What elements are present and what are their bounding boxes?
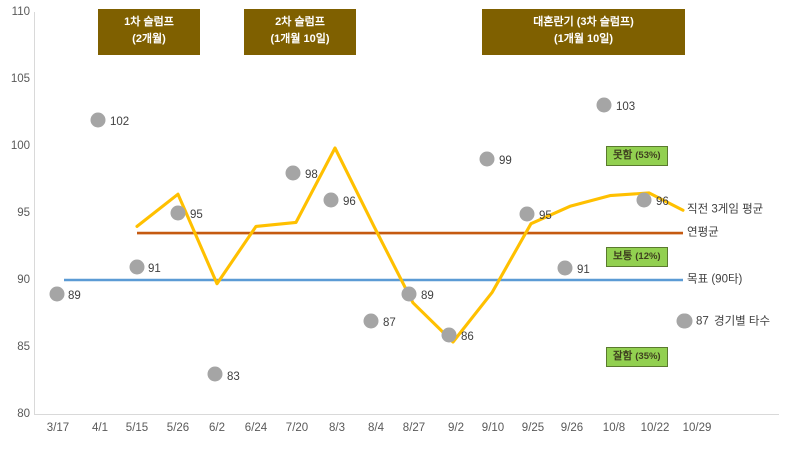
scatter-dot-label: 91 — [148, 263, 161, 275]
scatter-dot-label: 86 — [461, 331, 474, 343]
scatter-dot-label: 96 — [656, 196, 669, 208]
x-tick-9: 8/27 — [402, 422, 426, 434]
x-tick-10: 9/2 — [448, 422, 464, 434]
badge-average: 보통 (12%) — [606, 247, 668, 267]
scatter-dot-label: 89 — [68, 290, 81, 302]
x-tick-15: 10/22 — [640, 422, 670, 434]
phase-box-2-line2: (1개월 10일) — [270, 33, 330, 45]
x-tick-0: 3/17 — [46, 422, 70, 434]
scatter-dot-label: 102 — [110, 116, 130, 128]
x-tick-13: 9/26 — [560, 422, 584, 434]
scatter-dot — [49, 286, 65, 302]
badge-good-pct: (35%) — [635, 351, 661, 362]
legend-label-scatter: 경기별 타수 — [714, 315, 771, 328]
phase-box-1-line1: 1차 슬럼프 — [124, 16, 174, 28]
badge-bad: 못함 (53%) — [606, 146, 668, 166]
x-tick-4: 6/2 — [209, 422, 225, 434]
y-tick-105: 105 — [10, 73, 30, 85]
phase-box-2: 2차 슬럼프 (1개월 10일) — [244, 9, 356, 55]
badge-average-pct: (12%) — [635, 251, 661, 262]
scatter-dot-label: 95 — [190, 209, 203, 221]
scatter-dot-label: 103 — [616, 101, 636, 113]
y-tick-80: 80 — [17, 408, 30, 420]
scatter-dot — [363, 313, 379, 329]
scatter-dot-label: 83 — [227, 371, 240, 383]
scatter-dot — [323, 192, 339, 208]
scatter-dot-label: 98 — [305, 169, 318, 181]
x-tick-3: 5/26 — [166, 422, 190, 434]
phase-box-1: 1차 슬럼프 (2개월) — [98, 9, 200, 55]
y-tick-95: 95 — [17, 207, 30, 219]
badge-bad-label: 못함 — [613, 149, 633, 161]
scatter-dot — [557, 260, 573, 276]
scatter-dot — [207, 366, 223, 382]
scatter-dot — [519, 206, 535, 222]
scatter-dot-label: 95 — [539, 210, 552, 222]
scatter-dot — [441, 327, 457, 343]
x-tick-6: 7/20 — [285, 422, 309, 434]
x-tick-14: 10/8 — [602, 422, 626, 434]
x-tick-2: 5/15 — [125, 422, 149, 434]
x-tick-5: 6/24 — [244, 422, 268, 434]
phase-box-2-line1: 2차 슬럼프 — [275, 16, 325, 28]
scatter-dot-label: 87 — [383, 317, 396, 329]
phase-box-3-line2: (1개월 10일) — [553, 33, 614, 45]
y-tick-90: 90 — [17, 274, 30, 286]
scatter-dot-label: 99 — [499, 155, 512, 167]
legend-label-moving-average: 직전 3게임 평균 — [687, 203, 764, 216]
badge-good-label: 잘함 — [613, 350, 633, 362]
legend-scatter-dot-icon — [677, 313, 693, 329]
y-axis-line — [34, 12, 35, 415]
scatter-dot-label: 91 — [577, 264, 590, 276]
x-tick-16: 10/29 — [682, 422, 712, 434]
scatter-dot — [90, 112, 106, 128]
legend-label-year-average: 연평균 — [687, 226, 719, 239]
x-axis-line — [34, 414, 779, 415]
legend-scatter-value: 87 — [696, 315, 709, 328]
phase-box-3: 대혼란기 (3차 슬럼프) (1개월 10일) — [482, 9, 685, 55]
moving-average-line — [135, 146, 685, 344]
badge-average-label: 보통 — [613, 250, 633, 262]
scatter-dot — [285, 165, 301, 181]
scatter-dot-label: 89 — [421, 290, 434, 302]
badge-good: 잘함 (35%) — [606, 347, 668, 367]
y-tick-110: 110 — [11, 6, 30, 18]
y-tick-85: 85 — [17, 341, 30, 353]
x-tick-7: 8/3 — [329, 422, 345, 434]
scatter-dot — [129, 259, 145, 275]
scatter-dot — [401, 286, 417, 302]
scatter-dot — [596, 97, 612, 113]
scatter-dot — [636, 192, 652, 208]
x-tick-12: 9/25 — [521, 422, 545, 434]
scatter-dot-label: 96 — [343, 196, 356, 208]
x-tick-1: 4/1 — [92, 422, 108, 434]
x-tick-8: 8/4 — [368, 422, 384, 434]
badge-bad-pct: (53%) — [635, 150, 661, 161]
phase-box-1-line2: (2개월) — [132, 33, 166, 45]
x-tick-11: 9/10 — [481, 422, 505, 434]
scatter-dot — [170, 205, 186, 221]
y-tick-100: 100 — [10, 140, 30, 152]
legend-label-target: 목표 (90타) — [687, 273, 743, 286]
scatter-dot — [479, 151, 495, 167]
phase-box-3-line1: 대혼란기 (3차 슬럼프) — [533, 16, 634, 28]
